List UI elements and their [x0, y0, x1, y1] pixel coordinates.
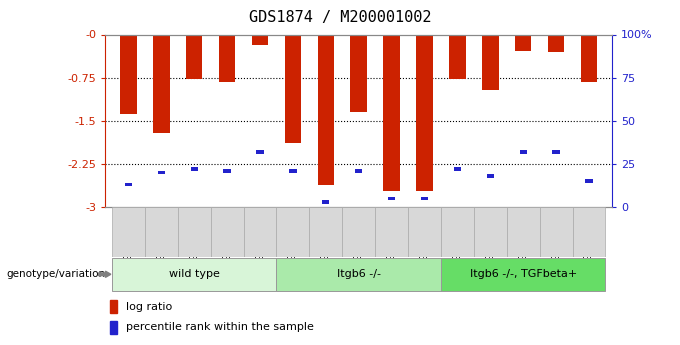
Text: Itgb6 -/-: Itgb6 -/-	[337, 269, 381, 279]
Text: Itgb6 -/-, TGFbeta+: Itgb6 -/-, TGFbeta+	[470, 269, 577, 279]
Bar	[388, 197, 395, 200]
Bar	[520, 150, 527, 154]
FancyBboxPatch shape	[309, 207, 342, 257]
FancyBboxPatch shape	[441, 258, 605, 291]
Bar	[322, 200, 329, 204]
Bar	[454, 167, 461, 171]
Bar	[289, 169, 296, 172]
FancyBboxPatch shape	[507, 207, 540, 257]
Bar	[487, 174, 494, 178]
Bar	[416, 34, 432, 191]
FancyBboxPatch shape	[474, 207, 507, 257]
FancyBboxPatch shape	[177, 207, 211, 257]
FancyBboxPatch shape	[375, 207, 408, 257]
FancyBboxPatch shape	[408, 207, 441, 257]
Bar	[125, 183, 132, 186]
Bar	[224, 169, 231, 172]
Bar	[285, 34, 301, 142]
Text: genotype/variation: genotype/variation	[7, 269, 106, 279]
FancyBboxPatch shape	[112, 207, 145, 257]
Bar	[548, 34, 564, 52]
Bar	[421, 197, 428, 200]
Bar	[190, 167, 198, 171]
FancyBboxPatch shape	[277, 258, 441, 291]
FancyBboxPatch shape	[211, 207, 243, 257]
Bar	[318, 34, 334, 185]
Bar	[186, 34, 203, 79]
Bar	[581, 34, 597, 82]
FancyBboxPatch shape	[243, 207, 277, 257]
FancyBboxPatch shape	[573, 207, 605, 257]
Bar	[153, 34, 169, 134]
FancyBboxPatch shape	[342, 207, 375, 257]
Bar	[482, 34, 498, 90]
Bar	[585, 179, 592, 183]
Text: wild type: wild type	[169, 269, 220, 279]
FancyBboxPatch shape	[145, 207, 177, 257]
FancyBboxPatch shape	[277, 207, 309, 257]
FancyBboxPatch shape	[112, 258, 277, 291]
Bar	[384, 34, 400, 191]
Bar	[256, 150, 264, 154]
Bar	[552, 150, 560, 154]
Bar	[449, 34, 466, 79]
Bar	[515, 34, 531, 51]
Text: percentile rank within the sample: percentile rank within the sample	[126, 322, 313, 332]
Text: log ratio: log ratio	[126, 302, 172, 312]
Bar	[252, 34, 268, 45]
Bar	[110, 321, 117, 334]
Bar	[350, 34, 367, 112]
Bar	[110, 300, 117, 313]
FancyBboxPatch shape	[540, 207, 573, 257]
Bar	[120, 34, 137, 114]
Text: GDS1874 / M200001002: GDS1874 / M200001002	[249, 10, 431, 25]
FancyBboxPatch shape	[441, 207, 474, 257]
Bar	[219, 34, 235, 82]
Bar	[158, 171, 165, 174]
Bar	[355, 169, 362, 172]
